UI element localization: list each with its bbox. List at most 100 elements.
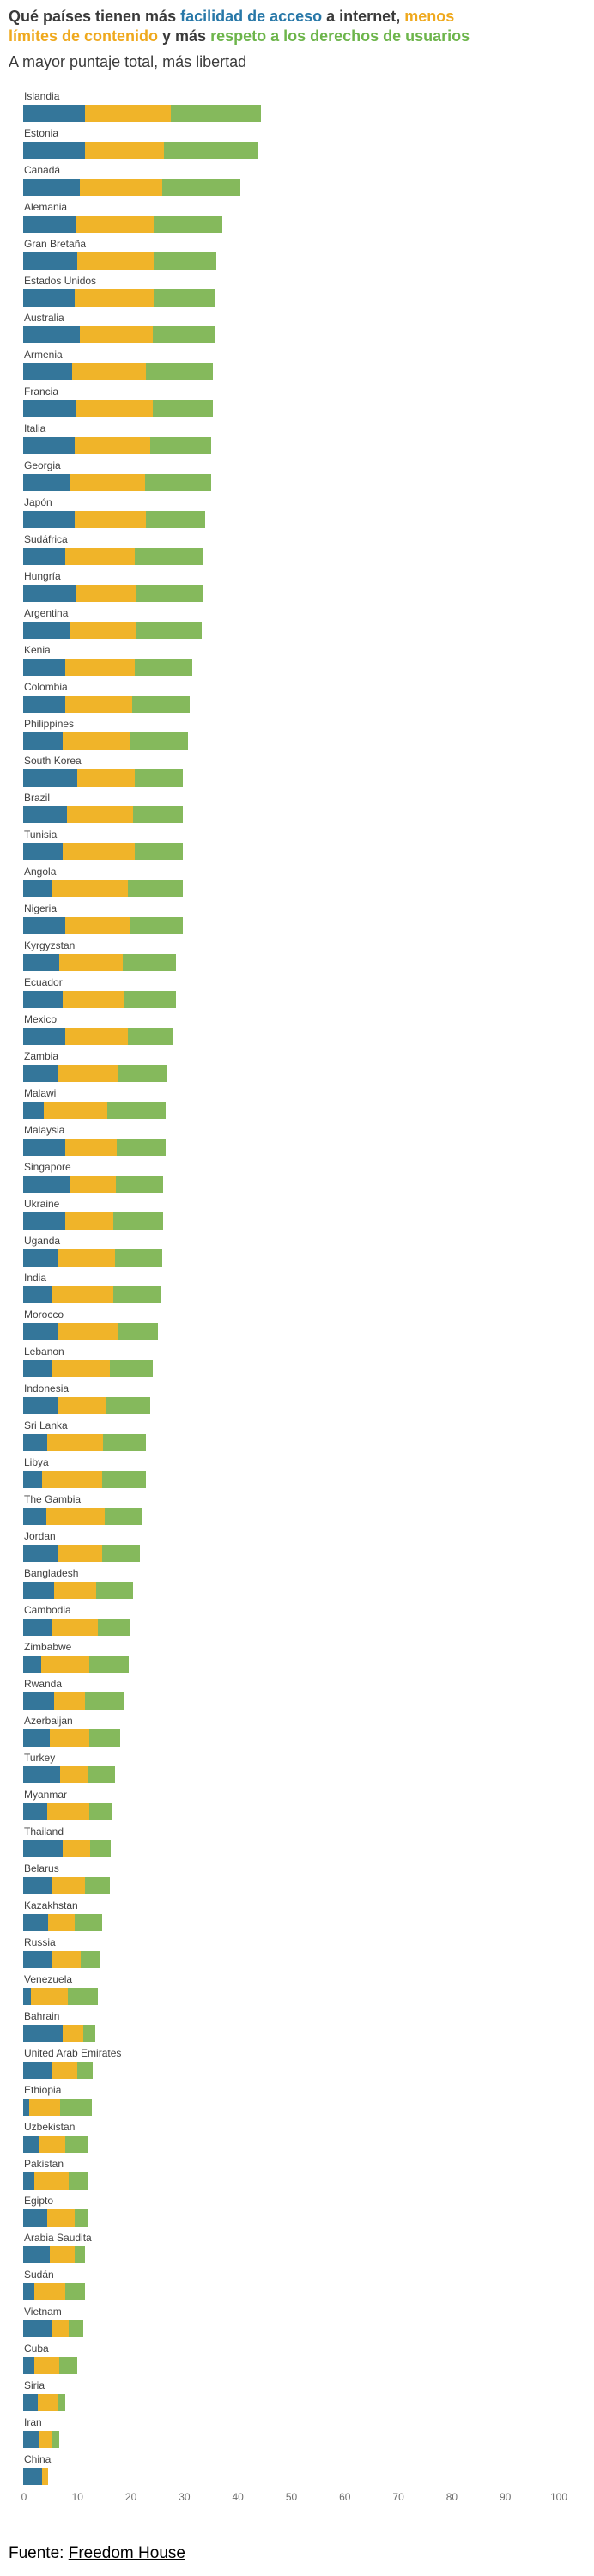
country-label: South Korea	[24, 755, 82, 767]
bar-segment-rights	[96, 1582, 133, 1599]
bar-segment-limits	[50, 2246, 76, 2263]
country-label: Alemania	[24, 201, 68, 213]
country-row: Estonia	[23, 126, 594, 163]
country-label: Georgia	[24, 459, 61, 471]
country-bar	[23, 363, 214, 380]
country-bar	[23, 1286, 161, 1303]
bar-segment-rights	[153, 289, 216, 307]
bar-segment-limits	[57, 1545, 103, 1562]
bar-segment-rights	[170, 105, 261, 122]
country-bar	[23, 1840, 111, 1857]
bar-segment-limits	[76, 252, 154, 270]
country-bar	[23, 1729, 121, 1747]
bar-segment-rights	[135, 622, 203, 639]
chart-title: Qué países tienen más facilidad de acces…	[9, 7, 585, 46]
bar-segment-rights	[75, 2246, 85, 2263]
country-row: India	[23, 1271, 594, 1308]
bar-segment-access	[23, 1139, 65, 1156]
country-bar	[23, 2431, 60, 2448]
country-row: Kenia	[23, 643, 594, 680]
country-bar	[23, 2468, 48, 2485]
country-row: Japón	[23, 495, 594, 532]
bar-segment-access	[23, 105, 85, 122]
country-label: Nigeria	[24, 902, 58, 914]
bar-segment-limits	[44, 1102, 108, 1119]
country-bar	[23, 1471, 146, 1488]
bar-segment-access	[23, 732, 63, 750]
country-row: Armenia	[23, 348, 594, 385]
country-label: Cuba	[24, 2342, 49, 2354]
country-bar	[23, 474, 211, 491]
country-bar	[23, 105, 261, 122]
bar-segment-limits	[39, 2136, 65, 2153]
country-row: Bangladesh	[23, 1566, 594, 1603]
country-row: Mexico	[23, 1012, 594, 1049]
bar-segment-rights	[135, 843, 183, 860]
bar-segment-limits	[49, 1729, 89, 1747]
bar-segment-limits	[57, 1065, 118, 1082]
bar-segment-rights	[153, 216, 223, 233]
bar-segment-limits	[31, 1988, 68, 2005]
bar-segment-limits	[52, 2062, 77, 2079]
bar-segment-rights	[102, 1434, 147, 1451]
bar-segment-access	[23, 252, 77, 270]
country-row: Libya	[23, 1455, 594, 1492]
bar-segment-access	[23, 1286, 52, 1303]
bar-segment-limits	[45, 1508, 106, 1525]
source-link[interactable]: Freedom House	[68, 2544, 185, 2562]
bar-segment-limits	[76, 216, 154, 233]
bar-segment-rights	[115, 1249, 162, 1267]
country-bar	[23, 2320, 83, 2337]
country-row: Malawi	[23, 1086, 594, 1123]
bar-segment-access	[23, 474, 70, 491]
country-label: Myanmar	[24, 1789, 68, 1801]
bar-segment-access	[23, 2283, 35, 2300]
country-row: Malaysia	[23, 1123, 594, 1160]
country-bar	[23, 1065, 168, 1082]
country-bar	[23, 511, 206, 528]
country-row: Uzbekistan	[23, 2120, 594, 2157]
country-label: Bangladesh	[24, 1567, 79, 1579]
country-bar	[23, 400, 214, 417]
x-axis-tick-label: 50	[285, 2491, 298, 2503]
bar-segment-access	[23, 2209, 47, 2227]
bar-segment-rights	[89, 1840, 111, 1857]
bar-segment-access	[23, 511, 76, 528]
country-bar	[23, 1176, 164, 1193]
bar-segment-limits	[47, 2209, 76, 2227]
bar-segment-access	[23, 1692, 55, 1710]
bar-segment-access	[23, 1249, 58, 1267]
country-bar	[23, 216, 223, 233]
bar-segment-access	[23, 2468, 42, 2485]
bar-segment-rights	[52, 2431, 60, 2448]
bar-segment-access	[23, 2136, 40, 2153]
bar-segment-access	[23, 1951, 52, 1968]
title-text: a internet,	[322, 8, 405, 25]
bar-segment-access	[23, 1102, 45, 1119]
country-label: Estados Unidos	[24, 275, 97, 287]
country-label: Azerbaijan	[24, 1715, 73, 1727]
bar-segment-limits	[34, 2357, 59, 2374]
bar-segment-rights	[153, 252, 216, 270]
bar-segment-rights	[109, 1360, 154, 1377]
country-bar	[23, 1582, 133, 1599]
bar-segment-rights	[130, 732, 189, 750]
country-label: Kenia	[24, 644, 51, 656]
bar-segment-limits	[57, 1323, 118, 1340]
x-axis-tick-label: 60	[339, 2491, 351, 2503]
country-row: Zimbabwe	[23, 1640, 594, 1677]
bar-segment-rights	[58, 2394, 65, 2411]
bar-segment-limits	[84, 105, 171, 122]
country-bar	[23, 1656, 129, 1673]
bar-segment-limits	[34, 2172, 69, 2190]
country-row: Ukraine	[23, 1197, 594, 1234]
country-bar	[23, 2357, 77, 2374]
country-label: Ethiopia	[24, 2084, 62, 2096]
country-bar	[23, 2283, 85, 2300]
country-bar	[23, 659, 193, 676]
country-row: Colombia	[23, 680, 594, 717]
country-bar	[23, 1397, 150, 1414]
bar-segment-access	[23, 1656, 41, 1673]
bar-segment-rights	[67, 1988, 98, 2005]
bar-segment-limits	[75, 437, 150, 454]
